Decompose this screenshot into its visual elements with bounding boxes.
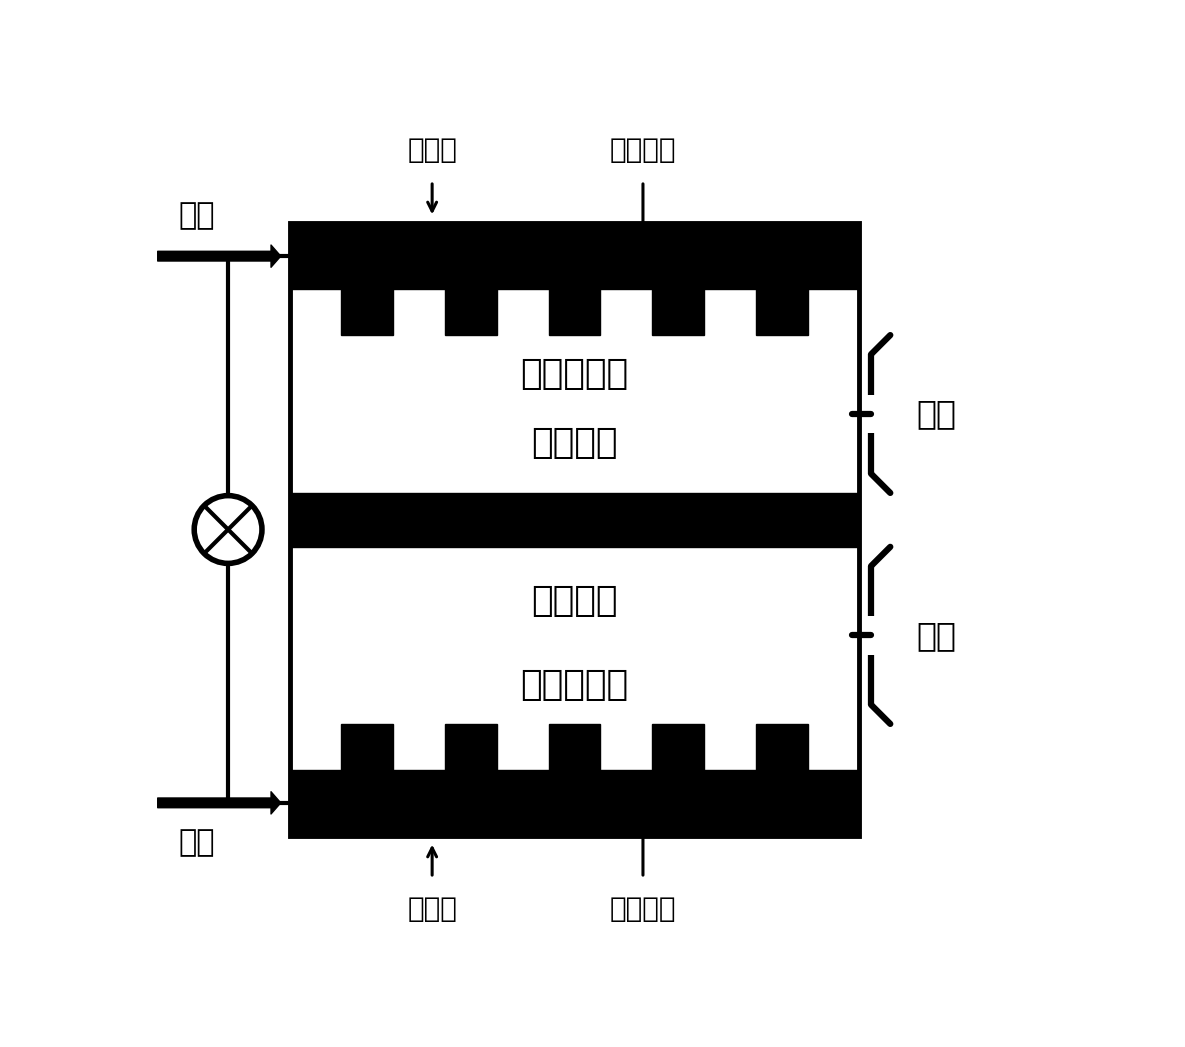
Text: 氢气: 氢气	[178, 828, 214, 857]
Polygon shape	[289, 493, 859, 547]
Polygon shape	[446, 289, 497, 335]
Polygon shape	[549, 289, 601, 335]
Text: 气体扩散层: 气体扩散层	[520, 668, 629, 703]
Text: 双极板: 双极板	[408, 136, 457, 164]
Polygon shape	[756, 289, 808, 335]
Text: 催化剂层: 催化剂层	[531, 426, 617, 460]
Polygon shape	[446, 723, 497, 771]
Text: 双极板: 双极板	[408, 895, 457, 922]
Text: 气体通道: 气体通道	[610, 136, 677, 164]
Polygon shape	[652, 723, 704, 771]
Polygon shape	[289, 771, 859, 836]
Polygon shape	[289, 223, 859, 289]
Text: 气体通道: 气体通道	[610, 895, 677, 922]
Text: 催化剂层: 催化剂层	[531, 584, 617, 618]
Polygon shape	[341, 289, 393, 335]
Polygon shape	[341, 723, 393, 771]
Bar	[289, 223, 859, 836]
Text: 气体扩散层: 气体扩散层	[520, 357, 629, 391]
Text: 阴极: 阴极	[916, 398, 956, 430]
Text: 氧气: 氧气	[178, 202, 214, 230]
Polygon shape	[756, 723, 808, 771]
Text: 阳极: 阳极	[916, 619, 956, 652]
Polygon shape	[652, 289, 704, 335]
Polygon shape	[549, 723, 601, 771]
